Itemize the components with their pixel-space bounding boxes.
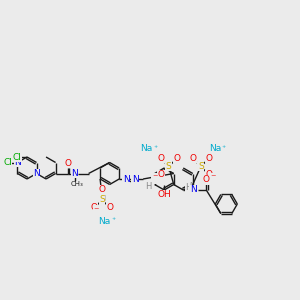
Text: O: O bbox=[91, 203, 98, 212]
Text: ⁻: ⁻ bbox=[210, 173, 215, 184]
Text: H: H bbox=[146, 182, 152, 191]
Text: N: N bbox=[14, 158, 21, 167]
Text: N: N bbox=[33, 169, 40, 178]
Text: ⁺: ⁺ bbox=[154, 144, 158, 153]
Text: Na: Na bbox=[209, 144, 221, 153]
Text: O: O bbox=[189, 154, 196, 163]
Text: O: O bbox=[157, 170, 164, 179]
Text: S: S bbox=[99, 196, 105, 205]
Text: O: O bbox=[157, 154, 164, 163]
Text: H: H bbox=[185, 184, 191, 193]
Text: O: O bbox=[173, 154, 180, 163]
Text: S: S bbox=[166, 162, 172, 171]
Text: Na: Na bbox=[98, 217, 110, 226]
Text: ⁻: ⁻ bbox=[152, 173, 158, 184]
Text: N: N bbox=[190, 185, 196, 194]
Text: OH: OH bbox=[157, 190, 171, 199]
Text: S: S bbox=[198, 162, 204, 171]
Text: Cl: Cl bbox=[3, 158, 12, 167]
Text: CH₃: CH₃ bbox=[70, 182, 83, 188]
Text: ⁺: ⁺ bbox=[222, 144, 226, 153]
Text: O: O bbox=[203, 176, 210, 184]
Text: N: N bbox=[71, 169, 78, 178]
Text: O: O bbox=[99, 185, 106, 194]
Text: Cl: Cl bbox=[13, 152, 21, 161]
Text: O: O bbox=[64, 159, 71, 168]
Text: O: O bbox=[106, 203, 114, 212]
Text: ⁻: ⁻ bbox=[93, 206, 99, 216]
Text: O: O bbox=[205, 154, 212, 163]
Text: N: N bbox=[123, 175, 130, 184]
Text: N: N bbox=[132, 175, 139, 184]
Text: O: O bbox=[205, 170, 212, 179]
Text: ⁺: ⁺ bbox=[111, 217, 115, 226]
Text: Na: Na bbox=[141, 144, 153, 153]
